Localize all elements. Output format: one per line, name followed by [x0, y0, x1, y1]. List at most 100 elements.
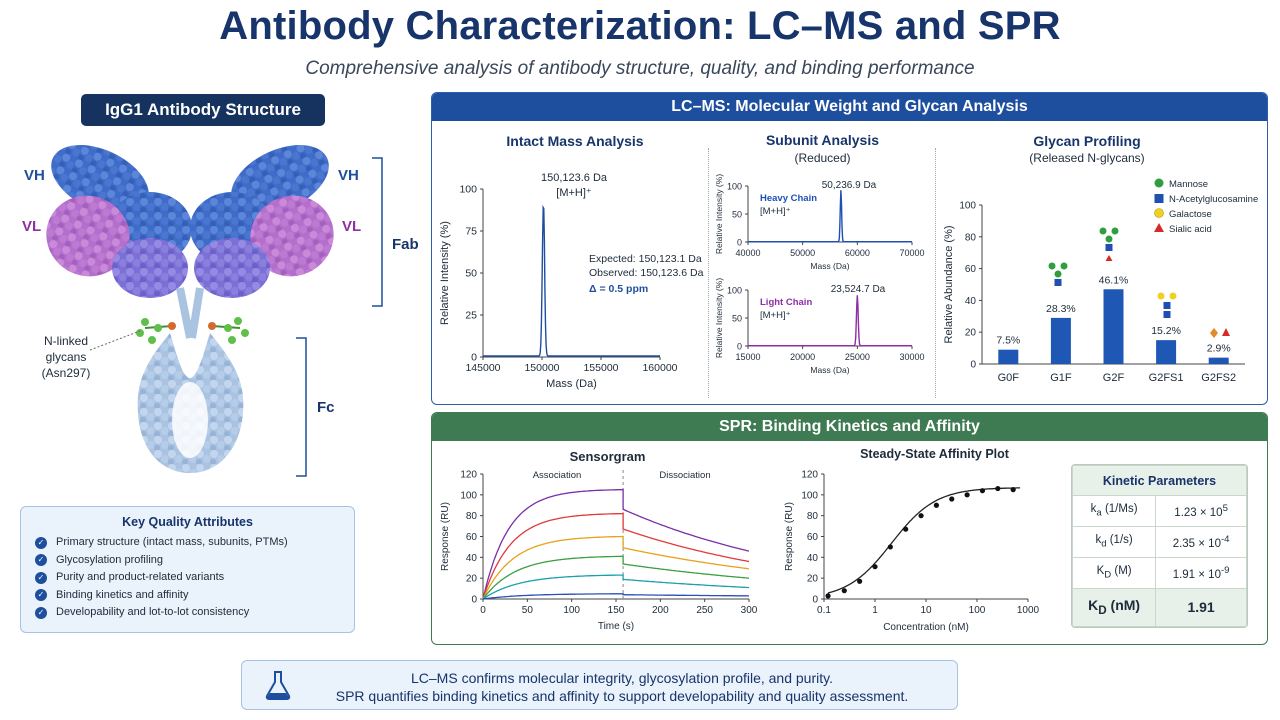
glycan-category-label: G0F — [998, 372, 1020, 384]
kinetic-parameters-table: Kinetic Parameters ka (1/Ms) 1.23 × 105 … — [1071, 464, 1248, 628]
vh-right-label: VH — [338, 167, 359, 184]
dissociation-label: Dissociation — [659, 470, 710, 481]
lcms-panel: LC–MS: Molecular Weight and Glycan Analy… — [431, 92, 1268, 405]
intact-expected: Expected: 150,123.1 Da — [589, 253, 702, 265]
x-tick-label: 20000 — [790, 352, 815, 362]
y-tick-label: 120 — [460, 470, 477, 481]
legend-sialic: Sialic acid — [1169, 224, 1212, 235]
glycan-category-label: G2FS2 — [1201, 372, 1236, 384]
affinity-data-point — [979, 488, 986, 494]
y-tick-label: 100 — [727, 182, 742, 192]
antibody-illustration: VH VL VH VL Fab Fc N-linked glycans (Asn… — [22, 145, 419, 477]
x-tick-label: 200 — [652, 605, 669, 616]
kqa-list: ✓ Primary structure (intact mass, subunit… — [35, 534, 288, 622]
affinity-data-point — [825, 593, 831, 599]
vl-right-label: VL — [342, 218, 361, 235]
y-tick-label: 20 — [807, 574, 819, 585]
page-subtitle: Comprehensive analysis of antibody struc… — [305, 58, 975, 79]
y-tick-label: 40 — [807, 553, 819, 564]
y-tick-label: 50 — [465, 268, 477, 280]
y-tick-label: 120 — [801, 470, 818, 481]
x-tick-label: 100 — [969, 605, 986, 616]
x-tick-label: 300 — [741, 605, 758, 616]
fc-bracket — [296, 337, 307, 477]
y-tick-label: 80 — [466, 511, 478, 522]
y-tick-label: 80 — [965, 232, 977, 243]
affinity-fit-curve — [827, 487, 1021, 594]
y-tick-label: 100 — [959, 201, 976, 212]
intact-ion-label: [M+H]⁺ — [556, 187, 592, 199]
summary-text: LC–MS confirms molecular integrity, glyc… — [302, 669, 942, 705]
glycan-bar-g2fs1 — [1156, 340, 1177, 364]
y-tick-label: 100 — [727, 286, 742, 296]
sensorgram-curve — [482, 512, 750, 600]
lcms-panel-header: LC–MS: Molecular Weight and Glycan Analy… — [432, 93, 1267, 121]
y-tick-label: 80 — [807, 511, 819, 522]
KD-molar-value: 1.91 × 10-9 — [1155, 556, 1247, 589]
intact-peak-label: 150,123.6 Da — [541, 172, 608, 184]
kqa-item: ✓ Developability and lot-to-lot consisten… — [35, 604, 288, 622]
summary-line2: SPR quantifies binding kinetics and affi… — [335, 688, 909, 704]
x-tick-label: 40000 — [735, 248, 760, 258]
affinity-data-point — [887, 544, 893, 550]
structure-title-pill: IgG1 Antibody Structure — [81, 94, 325, 126]
y-tick-label: 100 — [801, 490, 818, 501]
light-chain-peak-trace — [748, 295, 912, 347]
y-tick-label: 0 — [737, 342, 742, 352]
affinity-data-point — [949, 496, 955, 502]
glycan-title: Glycan Profiling — [1033, 133, 1141, 149]
right-fab-arm — [190, 145, 334, 298]
vl-left-label: VL — [22, 218, 41, 235]
x-tick-label: 150 — [608, 605, 625, 616]
mannose-icon — [1154, 178, 1164, 188]
heavy-ion-label: [M+H]⁺ — [760, 206, 791, 217]
sensorgram-curve — [482, 593, 749, 600]
y-axis-label: Response (RU) — [784, 502, 795, 571]
glycan-chart: 0 20 40 60 80 100 Relative Abundance (%) 7.5% G0… — [943, 178, 1258, 384]
glycan-label-line2: glycans — [46, 350, 87, 364]
affinity-data-point — [995, 485, 1001, 492]
glycan-category-label: G2FS1 — [1149, 372, 1184, 384]
x-axis-label: Mass (Da) — [810, 261, 849, 271]
x-axis-label: Concentration (nM) — [883, 622, 969, 633]
y-axis-label: Response (RU) — [440, 502, 451, 571]
intact-mass-chart: 0 25 50 75 100 145000 150000 155000 160000 Mass (… — [439, 172, 704, 390]
y-axis-label: Relative Intensity (%) — [439, 221, 451, 325]
legend-mannose: Mannose — [1169, 179, 1208, 190]
x-tick-label: 1000 — [1017, 605, 1040, 616]
lcms-divider-1 — [708, 148, 709, 398]
check-icon: ✓ — [35, 589, 47, 602]
affinity-data-point — [1010, 487, 1016, 493]
light-chain-chart: 0 50 100 15000 20000 25000 30000 Mass (Da) Relat… — [714, 278, 925, 375]
glycan-category-label: G2F — [1103, 372, 1125, 384]
x-tick-label: 100 — [563, 605, 580, 616]
glycan-bar-value-label: 46.1% — [1099, 274, 1129, 286]
ka-value: 1.23 × 105 — [1155, 495, 1247, 527]
y-tick-label: 60 — [965, 264, 977, 275]
intact-delta: Δ = 0.5 ppm — [589, 283, 648, 295]
x-tick-label: 60000 — [845, 248, 870, 258]
check-icon: ✓ — [35, 606, 47, 619]
affinity-title: Steady-State Affinity Plot — [860, 447, 1009, 461]
check-icon: ✓ — [35, 571, 47, 584]
KD-molar-label: KD (M) — [1072, 556, 1157, 589]
glycan-subtitle: (Released N-glycans) — [1029, 151, 1145, 165]
y-tick-label: 75 — [465, 226, 477, 238]
y-tick-label: 0 — [471, 595, 477, 606]
x-axis-label: Time (s) — [598, 621, 634, 632]
sensorgram-curve — [482, 488, 750, 600]
intact-mass-title: Intact Mass Analysis — [506, 133, 644, 149]
affinity-data-point — [841, 588, 847, 594]
y-tick-label: 40 — [466, 553, 478, 564]
sensorgram-curve — [482, 555, 750, 600]
kqa-item: ✓ Primary structure (intact mass, subunit… — [35, 534, 288, 552]
x-tick-label: 250 — [696, 605, 713, 616]
KD-nanomolar-label: KD (nM) — [1072, 587, 1157, 627]
page-title: Antibody Characterization: LC–MS and SPR — [219, 4, 1061, 48]
glycan-category-label: G1F — [1050, 372, 1072, 384]
flask-icon — [265, 671, 291, 700]
x-tick-label: 0 — [480, 605, 486, 616]
x-tick-label: 25000 — [845, 352, 870, 362]
kd-param-label: kd (1/s) — [1072, 525, 1157, 558]
y-tick-label: 25 — [465, 310, 477, 322]
